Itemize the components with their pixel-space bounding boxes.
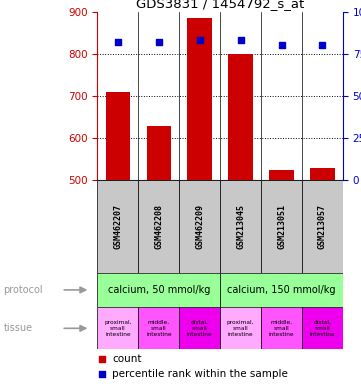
Text: calcium, 150 mmol/kg: calcium, 150 mmol/kg (227, 285, 336, 295)
Bar (261, 180, 302, 273)
Bar (179, 180, 220, 273)
Bar (187, 18, 212, 180)
Bar (229, 54, 253, 180)
Text: GSM462208: GSM462208 (155, 204, 163, 249)
Text: percentile rank within the sample: percentile rank within the sample (112, 369, 288, 379)
Text: GSM462209: GSM462209 (195, 204, 204, 249)
Bar (106, 92, 130, 180)
Bar (138, 307, 179, 349)
Text: GSM213045: GSM213045 (236, 204, 245, 249)
Point (115, 39, 121, 45)
Bar (179, 307, 220, 349)
Point (100, 371, 105, 377)
Text: GSM213051: GSM213051 (277, 204, 286, 249)
Text: tissue: tissue (4, 323, 33, 333)
Bar (220, 273, 343, 307)
Bar (97, 180, 138, 273)
Point (100, 356, 105, 362)
Title: GDS3831 / 1454792_s_at: GDS3831 / 1454792_s_at (136, 0, 304, 10)
Text: distal,
small
intestine: distal, small intestine (310, 320, 335, 337)
Text: middle,
small
intestine: middle, small intestine (269, 320, 294, 337)
Bar (97, 307, 138, 349)
Point (238, 37, 244, 43)
Bar (302, 307, 343, 349)
Text: distal,
small
intestine: distal, small intestine (187, 320, 213, 337)
Bar (310, 168, 335, 180)
Text: protocol: protocol (4, 285, 43, 295)
Bar (138, 180, 179, 273)
Bar (261, 307, 302, 349)
Text: GSM213057: GSM213057 (318, 204, 327, 249)
Bar (97, 273, 220, 307)
Point (156, 39, 162, 45)
Point (279, 42, 284, 48)
Text: GSM462207: GSM462207 (113, 204, 122, 249)
Text: calcium, 50 mmol/kg: calcium, 50 mmol/kg (108, 285, 210, 295)
Text: count: count (112, 354, 142, 364)
Bar (220, 307, 261, 349)
Text: middle,
small
intestine: middle, small intestine (146, 320, 171, 337)
Bar (220, 180, 261, 273)
Text: proximal,
small
intestine: proximal, small intestine (104, 320, 132, 337)
Text: proximal,
small
intestine: proximal, small intestine (227, 320, 255, 337)
Point (197, 37, 203, 43)
Bar (147, 126, 171, 180)
Bar (269, 170, 294, 180)
Bar (302, 180, 343, 273)
Point (319, 42, 325, 48)
